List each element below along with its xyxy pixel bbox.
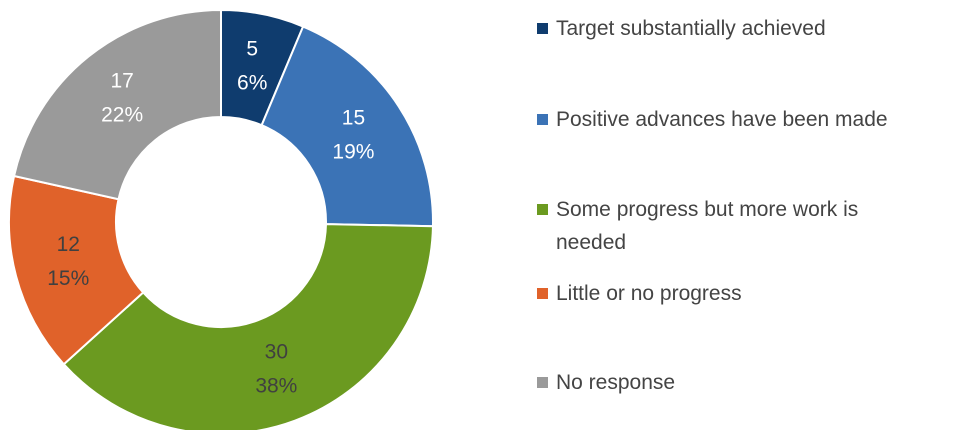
legend-label: No response — [556, 371, 676, 394]
percent-label: 19% — [332, 140, 374, 163]
donut-slice — [260, 25, 434, 228]
legend-swatch — [537, 114, 548, 125]
legend-label: Some progress but more work is needed — [556, 198, 859, 254]
legend-swatch — [537, 204, 548, 215]
data-label: 5 — [246, 38, 258, 61]
data-label: 15 — [342, 106, 365, 129]
data-label: 30 — [265, 341, 288, 364]
legend-label: Little or no progress — [556, 282, 742, 305]
donut-slice — [8, 174, 145, 366]
legend-swatch — [537, 288, 548, 299]
donut-slice — [62, 223, 434, 430]
legend-item: Some progress but more work is needed — [537, 193, 937, 259]
legend-swatch — [537, 23, 548, 34]
percent-label: 22% — [101, 103, 143, 126]
legend-item: No response — [537, 366, 937, 399]
percent-label: 15% — [47, 267, 89, 290]
donut: 5 6% 15 19% 30 38% 12 15% 17 22% — [8, 8, 434, 430]
data-label: 12 — [57, 233, 80, 256]
donut-slice — [12, 8, 222, 201]
data-label: 17 — [110, 69, 133, 92]
legend-swatch — [537, 377, 548, 388]
percent-label: 6% — [237, 72, 267, 95]
legend-item: Little or no progress — [537, 277, 937, 310]
legend-item: Positive advances have been made — [537, 103, 937, 136]
legend-label: Positive advances have been made — [556, 108, 888, 131]
legend-label: Target substantially achieved — [556, 17, 826, 40]
percent-label: 38% — [255, 375, 297, 398]
legend-item: Target substantially achieved — [537, 12, 937, 45]
